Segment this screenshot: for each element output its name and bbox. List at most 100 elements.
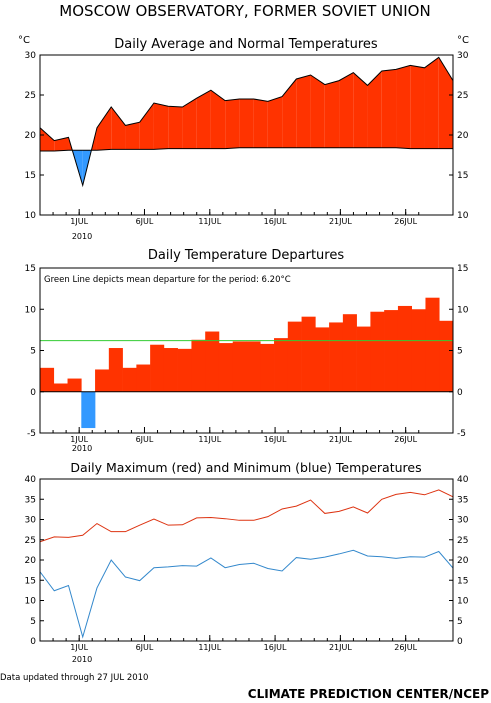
p3-ytick-label-left: 30 — [25, 516, 37, 526]
p2-xtick-label: 21JUL — [329, 435, 352, 444]
departure-bar — [384, 310, 399, 392]
departure-bar — [397, 305, 412, 392]
p3-ytick-label-right: 20 — [457, 556, 469, 566]
normal-temperature-line — [40, 147, 453, 152]
departure-bar — [177, 348, 192, 392]
above-normal-area — [153, 103, 169, 150]
departure-bar — [67, 378, 82, 392]
p1-xtick-label: 6JUL — [136, 217, 154, 226]
p2-ytick-label-right: 5 — [457, 347, 463, 357]
p2-xtick-label: 26JUL — [394, 435, 417, 444]
p3-ytick-label-right: 5 — [457, 617, 463, 627]
p1-xtick-label: 1JUL — [70, 217, 88, 226]
footer-updated: Data updated through 27 JUL 2010 — [0, 673, 148, 683]
p3-ytick-label-left: 5 — [30, 617, 36, 627]
above-normal-area — [324, 80, 340, 148]
above-normal-area — [196, 90, 211, 149]
above-normal-area — [96, 107, 112, 151]
p3-ytick-label-right: 15 — [457, 576, 468, 586]
p2-xtick-label: 6JUL — [136, 435, 154, 444]
above-normal-area — [282, 79, 297, 148]
above-normal-area — [267, 96, 283, 148]
p3-ytick-label-left: 10 — [25, 597, 37, 607]
p2-xtick-label: 16JUL — [264, 435, 287, 444]
p1-xtick-label: 26JUL — [394, 217, 417, 226]
above-normal-area — [381, 69, 397, 148]
p3-ytick-label-left: 0 — [30, 637, 36, 647]
departure-bar — [301, 316, 316, 392]
p3-xtick-label: 6JUL — [136, 643, 154, 652]
p3-xtick-label: 26JUL — [394, 643, 417, 652]
p1-ytick-label-left: 30 — [25, 51, 37, 61]
p3-ytick-label-left: 15 — [25, 576, 36, 586]
p1-xtick-label: 11JUL — [198, 217, 221, 226]
departure-bar — [108, 348, 123, 392]
above-normal-area — [210, 90, 226, 149]
p1-ytick-label-right: 25 — [457, 91, 468, 101]
p2-ytick-label-left: 10 — [25, 305, 37, 315]
above-normal-area — [396, 65, 411, 149]
panel-average-normal: Daily Average and Normal Temperatures °C… — [18, 35, 469, 241]
departure-bar — [287, 321, 302, 392]
panel3-plot-area: 0 0 5 5 10 10 15 15 20 20 25 25 30 30 35 35 40 40 1JUL 6JUL… — [25, 475, 469, 652]
p1-ytick-label-right: 15 — [457, 171, 468, 181]
above-normal-area — [296, 75, 311, 148]
departure-bar — [439, 320, 454, 392]
departure-bar — [53, 383, 68, 392]
panel3-year-label: 2010 — [72, 655, 92, 664]
p1-ytick-label-right: 20 — [457, 131, 469, 141]
panel-max-min: Daily Maximum (red) and Minimum (blue) T… — [25, 460, 469, 664]
p1-ytick-label-right: 30 — [457, 51, 469, 61]
page-title: MOSCOW OBSERVATORY, FORMER SOVIET UNION — [59, 2, 430, 20]
above-normal-area — [367, 71, 382, 148]
p3-xtick-label: 11JUL — [198, 643, 221, 652]
average-temperature-outline — [39, 56, 454, 188]
panel2-title: Daily Temperature Departures — [148, 248, 344, 263]
panel1-unit-left: °C — [18, 35, 30, 46]
departure-bar — [425, 297, 440, 392]
above-normal-area — [125, 122, 140, 150]
p1-xtick-label: 21JUL — [329, 217, 352, 226]
panel2-annotation: Green Line depicts mean departure for th… — [44, 275, 291, 285]
p3-ytick-label-right: 25 — [457, 536, 468, 546]
departure-bar — [260, 343, 275, 392]
panel2-year-label: 2010 — [72, 444, 92, 453]
departure-bar — [150, 344, 165, 392]
p1-ytick-label-left: 20 — [25, 131, 37, 141]
departure-bar — [205, 331, 220, 392]
above-normal-area — [410, 65, 425, 149]
p2-ytick-label-right: 10 — [457, 305, 469, 315]
panel-departures: Daily Temperature Departures -5 -5 0 0 5 5 10 1… — [25, 248, 469, 453]
maximum-temperature-line — [39, 489, 454, 543]
departure-bar — [122, 367, 137, 392]
departure-bar — [81, 391, 96, 429]
p2-ytick-label-left: 5 — [30, 347, 36, 357]
p3-ytick-label-left: 40 — [25, 475, 37, 485]
panel2-plot-area: -5 -5 0 0 5 5 10 10 15 15 1JUL 6JUL 11JUL 16JUL 21JUL 2… — [25, 264, 469, 444]
above-normal-area — [353, 72, 368, 148]
departure-bar — [342, 314, 357, 392]
above-normal-area — [182, 98, 197, 149]
departure-bar — [356, 326, 371, 392]
p3-ytick-label-right: 40 — [457, 475, 469, 485]
p2-ytick-label-left: 15 — [25, 264, 36, 274]
above-normal-area — [54, 137, 69, 151]
departure-bar — [95, 369, 110, 392]
above-normal-area — [424, 57, 439, 149]
above-normal-area — [139, 103, 154, 150]
departure-bar — [315, 327, 330, 392]
panel1-unit-right: °C — [457, 35, 469, 46]
p1-ytick-label-right: 10 — [457, 211, 469, 221]
p1-ytick-label-left: 15 — [25, 171, 36, 181]
footer-credit: CLIMATE PREDICTION CENTER/NCEP — [248, 687, 489, 701]
above-normal-area — [253, 99, 268, 148]
above-normal-area — [168, 106, 183, 149]
p1-frame — [39, 54, 454, 216]
departure-bar — [136, 364, 151, 392]
p3-ytick-label-right: 0 — [457, 637, 463, 647]
panel1-plot-area: 10 10 15 15 20 20 25 25 30 30 1JUL 6JUL 11JUL 16JUL 21… — [25, 51, 469, 226]
p3-frame — [39, 478, 454, 642]
above-normal-area — [339, 72, 354, 148]
departure-bar — [246, 341, 261, 392]
